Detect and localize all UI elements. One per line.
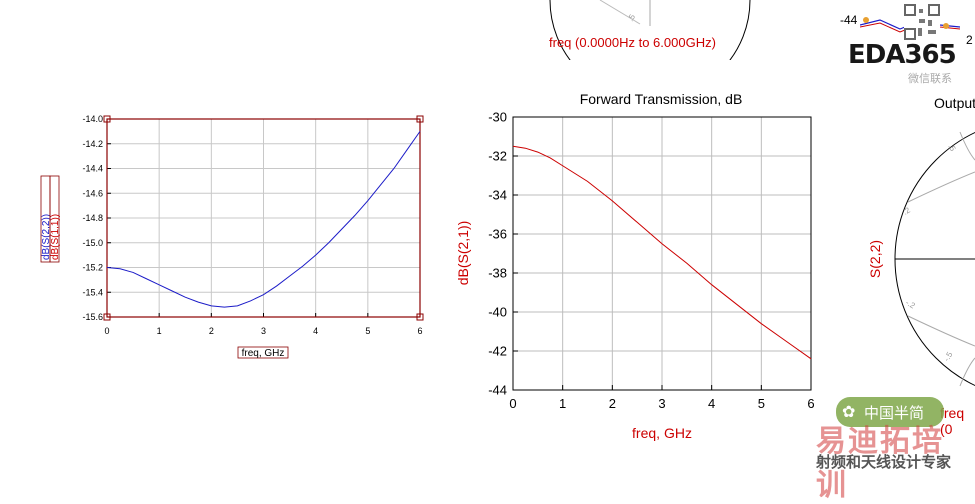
smith-chart-right: .2 -.2 .5 -.5 S(2,2) [867,131,975,387]
chart-grid [512,116,812,391]
smith-grid-label: .2 [902,205,913,216]
x-tick-label: 1 [559,396,566,411]
x-tick-label: 6 [417,326,422,336]
x-tick-label: 4 [313,326,318,336]
chart-series [512,145,812,360]
chart-series [106,131,421,308]
smith-grid-label: .5 [946,143,957,154]
y-tick-label: -15.4 [82,287,103,297]
x-axis-label: freq, GHz [632,425,692,441]
selection-handles[interactable] [103,115,424,321]
watermark-subtext: 微信联系 [908,73,952,85]
selection-handle[interactable] [416,115,424,123]
x-tick-labels: 0 1 2 3 4 5 6 [104,326,422,336]
plot-frame [512,116,812,391]
smith-grid-label: -.2 [904,298,917,311]
smith-y-label: S(2,2) [867,240,883,278]
x-tick-label: 1 [157,326,162,336]
overlay-tick-label: -44 [840,13,858,27]
y-tick-label: -15.2 [82,263,103,273]
chart-title: Forward Transmission, dB [580,91,743,107]
smith-grid-line [599,0,641,25]
series-line-0 [106,131,421,308]
watermark-footer: 射频和天线设计专家 [816,454,952,471]
smith-chart-top: .5 [549,0,751,60]
x-tick-labels: 0 1 2 3 4 5 6 [509,396,814,411]
smith-top-freq-label: freq (0.0000Hz to 6.000GHz) [549,35,716,50]
watermark-badge-text: 中国半简 [864,405,925,422]
y-tick-label: -32 [488,149,507,164]
xlabel-box[interactable] [237,346,289,359]
smith-outer-circle [549,0,751,60]
x-tick-label: 5 [758,396,765,411]
x-tick-label: 5 [365,326,370,336]
y-tick-label: -34 [488,188,507,203]
overlay-marker [943,23,949,29]
smith-grid-arc [907,315,975,347]
smith-grid-label: -.5 [942,350,955,363]
selection-handle[interactable] [103,115,111,123]
x-tick-label: 0 [104,326,109,336]
legend-label-s22: dB(S(2,2)) [41,214,52,260]
x-tick-label: 2 [609,396,616,411]
y-tick-label: -44 [488,383,507,398]
watermark-logo: EDA365 [848,40,957,70]
smith-grid-arc [907,171,975,203]
selection-handle[interactable] [103,313,111,321]
plot-frame[interactable] [106,118,421,318]
selection-handle[interactable] [416,313,424,321]
smith-right-title: Output [934,95,975,111]
y-tick-label: -42 [488,344,507,359]
smith-grid-label: .5 [626,12,637,23]
y-tick-label: -14.8 [82,213,103,223]
series-line-0 [512,145,812,360]
y-tick-labels: -30 -32 -34 -36 -38 -40 -42 -44 [488,110,507,398]
x-axis-label: freq, GHz [242,348,285,359]
qr-code-icon [904,4,940,40]
y-tick-label: -14.6 [82,188,103,198]
legend-label-s11: dB(S(1,1)) [50,214,61,260]
smith-grid-arc [959,131,975,161]
smith-right-freq-label: freq (0 [940,405,965,437]
forward-transmission-chart: Forward Transmission, dB -30 -32 -34 -36 -38… [455,91,815,441]
x-tick-label: 0 [509,396,516,411]
watermark-badge: ✿ 中国半简 [836,397,944,427]
chart-grid [106,118,421,318]
smith-grid-arc [959,357,975,387]
y-tick-label: -36 [488,227,507,242]
y-tick-label: -15.0 [82,238,103,248]
y-tick-labels: -14.0 -14.2 -14.4 -14.6 -14.8 -15.0 -15.2 -15.4… [82,114,103,322]
y-tick-label: -30 [488,110,507,125]
x-tick-label: 3 [261,326,266,336]
watermark-badge-icon: ✿ [842,404,856,421]
legend-box[interactable] [49,175,60,263]
y-tick-label: -40 [488,305,507,320]
x-tick-label: 3 [658,396,665,411]
overlay-marker [863,17,869,23]
y-tick-label: -15.6 [82,312,103,322]
y-tick-label: -14.4 [82,164,103,174]
x-tick-label: 6 [807,396,814,411]
overlay-tick-label-right: 2 [966,33,973,47]
y-axis-label: dB(S(2,1)) [455,221,471,286]
y-tick-label: -14.2 [82,139,103,149]
y-tick-label: -38 [488,266,507,281]
s11-s22-chart: -14.0 -14.2 -14.4 -14.6 -14.8 -15.0 -15.2 -15.4… [40,114,424,359]
y-tick-label: -14.0 [82,114,103,124]
x-tick-label: 4 [708,396,715,411]
x-tick-label: 2 [209,326,214,336]
